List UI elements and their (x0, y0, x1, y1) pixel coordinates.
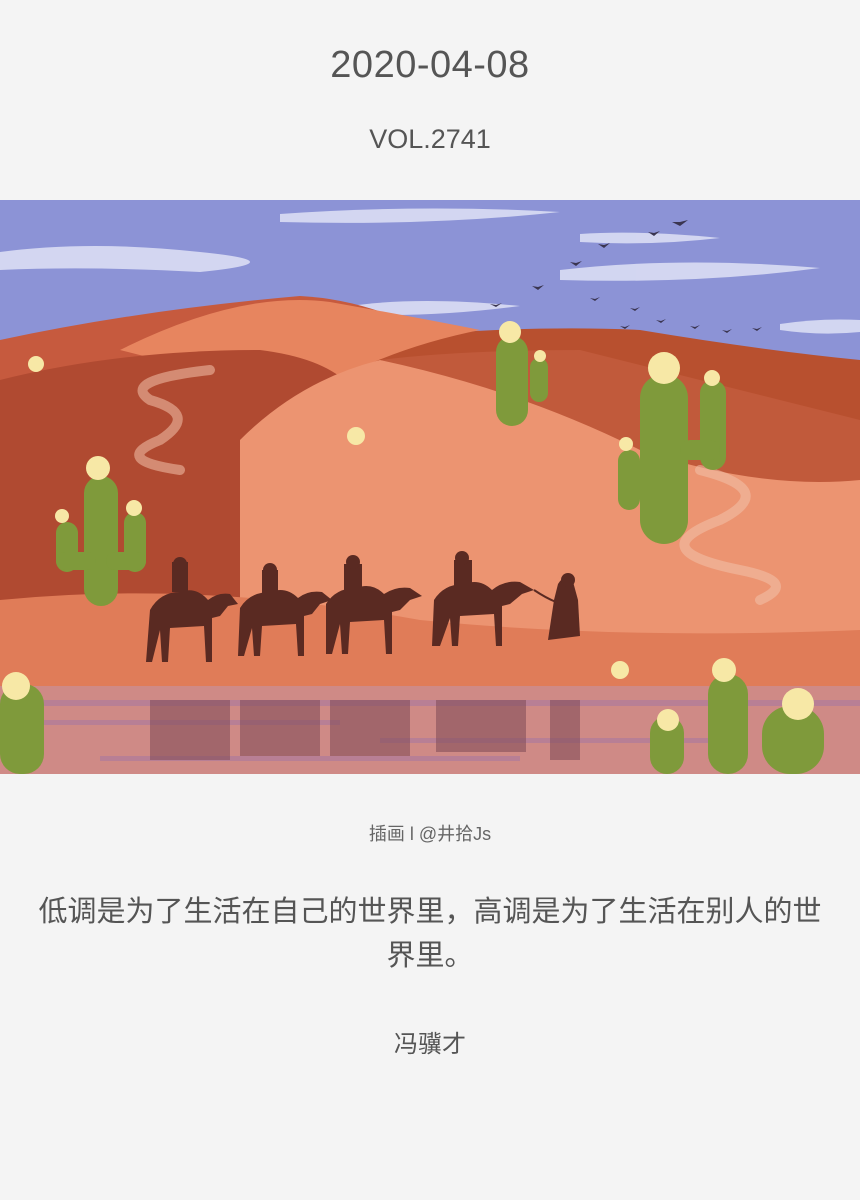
volume-number: VOL.2741 (369, 124, 491, 154)
quote-author: 冯骥才 (394, 1031, 466, 1058)
date-heading: 2020-04-08 (330, 44, 530, 86)
cactus-bottom-left (0, 684, 44, 774)
dune-crest-light (120, 300, 480, 400)
desert-caravan-illustration[interactable] (0, 200, 860, 774)
cactus-flowers (2, 321, 814, 731)
cactus-left (56, 476, 146, 606)
camel-1 (146, 557, 238, 662)
camel-2 (238, 563, 332, 656)
illustration-credit: 插画 l @井拾Js (368, 824, 492, 844)
cactus-bottom-right (650, 674, 824, 774)
guide-walker (548, 573, 580, 640)
caravan-reflection (150, 700, 580, 760)
lead-rope (533, 589, 557, 603)
cactus-right (618, 374, 726, 544)
camel-caravan (146, 551, 580, 662)
camel-3 (326, 555, 422, 654)
cactus-top-center (496, 336, 548, 426)
quote-text: 低调是为了生活在自己的世界里，高调是为了生活在别人的世界里。 (38, 896, 822, 972)
camel-4 (432, 551, 534, 646)
ground (0, 593, 860, 700)
clouds (0, 208, 860, 334)
dune-middle-light (240, 360, 860, 660)
birds-flock (490, 220, 762, 333)
